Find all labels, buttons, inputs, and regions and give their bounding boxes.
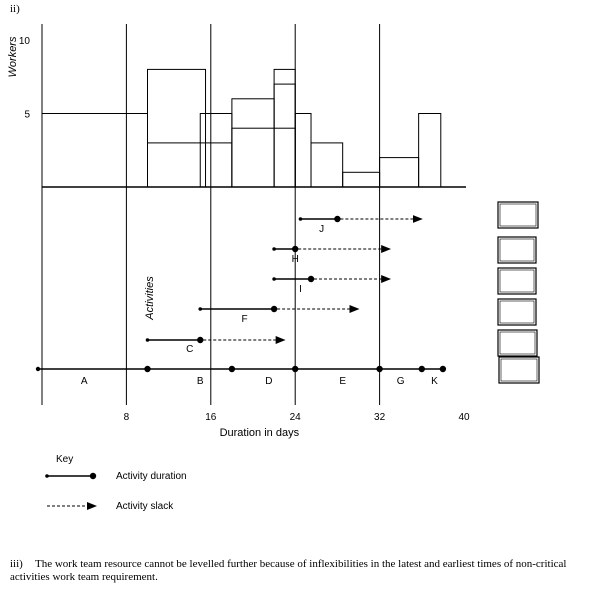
side-box-inner (499, 203, 537, 227)
critical-path-node (418, 365, 425, 373)
histogram-block (294, 113, 312, 188)
histogram-block (41, 113, 148, 188)
critical-path-node (376, 365, 383, 373)
side-box (497, 298, 537, 326)
activity-start-dot (145, 338, 150, 342)
critical-path-node (292, 365, 299, 373)
part-label: ii) (10, 3, 20, 15)
histogram-block (379, 157, 420, 188)
key-item-label: Activity duration (116, 471, 187, 482)
key-start-dot (45, 474, 49, 478)
side-box (497, 267, 537, 295)
histogram-block (418, 113, 442, 188)
critical-path-node (144, 365, 151, 373)
critical-activity-label: D (265, 376, 272, 387)
critical-activity-label: G (397, 376, 405, 387)
note-number: iii) (10, 558, 23, 570)
note-text: The work team resource cannot be levelle… (10, 558, 567, 583)
side-box (497, 236, 537, 264)
activity-end-dot (307, 275, 315, 283)
activity-end-dot (270, 305, 278, 313)
x-tick-label: 32 (374, 412, 386, 423)
histogram-block (273, 83, 296, 188)
histogram-block (231, 98, 275, 188)
histogram-block (199, 113, 233, 188)
side-box-inner (499, 300, 535, 324)
activity-start-dot (298, 217, 303, 221)
key-title: Key (56, 454, 73, 465)
y-axis-label: Workers (7, 36, 19, 77)
side-box-inner (499, 331, 536, 355)
key-item-label: Activity slack (116, 501, 174, 512)
activities-label: Activities (144, 276, 156, 321)
y-tick-label: 10 (19, 36, 31, 47)
critical-path-node (228, 365, 236, 373)
histogram-block (147, 68, 207, 188)
x-tick-label: 40 (458, 412, 470, 423)
activity-start-dot (272, 247, 276, 251)
side-box (497, 201, 539, 229)
x-tick-label: 16 (205, 412, 217, 423)
side-box-inner (499, 238, 535, 262)
x-tick-label: 8 (124, 412, 130, 423)
activity-end-dot (197, 336, 204, 344)
critical-path-start-dot (35, 366, 41, 372)
histogram-block (310, 142, 344, 188)
side-box (497, 329, 538, 357)
histogram-block (147, 142, 233, 188)
critical-path-node (439, 365, 447, 373)
key-end-dot (89, 472, 97, 480)
activity-start-dot (272, 277, 276, 281)
critical-activity-label: A (81, 376, 88, 387)
side-box (498, 356, 540, 384)
activity-start-dot (198, 307, 203, 311)
x-tick-label: 24 (290, 412, 302, 423)
activity-label: H (292, 254, 299, 265)
activity-label: I (299, 284, 302, 295)
side-box-inner (500, 358, 538, 382)
x-axis-label: Duration in days (220, 427, 300, 439)
activity-end-dot (292, 245, 299, 253)
critical-activity-label: E (339, 376, 346, 387)
histogram-block (342, 171, 381, 188)
y-tick-label: 5 (24, 110, 30, 121)
histogram-block (231, 127, 296, 188)
side-box-inner (499, 269, 535, 293)
activity-label: C (186, 344, 193, 355)
critical-activity-label: B (197, 376, 204, 387)
activity-end-dot (334, 215, 341, 223)
bottom-note: iii) The work team resource cannot be lev… (10, 558, 570, 584)
activity-label: F (242, 314, 248, 325)
activity-label: J (319, 224, 324, 235)
critical-activity-label: K (431, 376, 438, 387)
